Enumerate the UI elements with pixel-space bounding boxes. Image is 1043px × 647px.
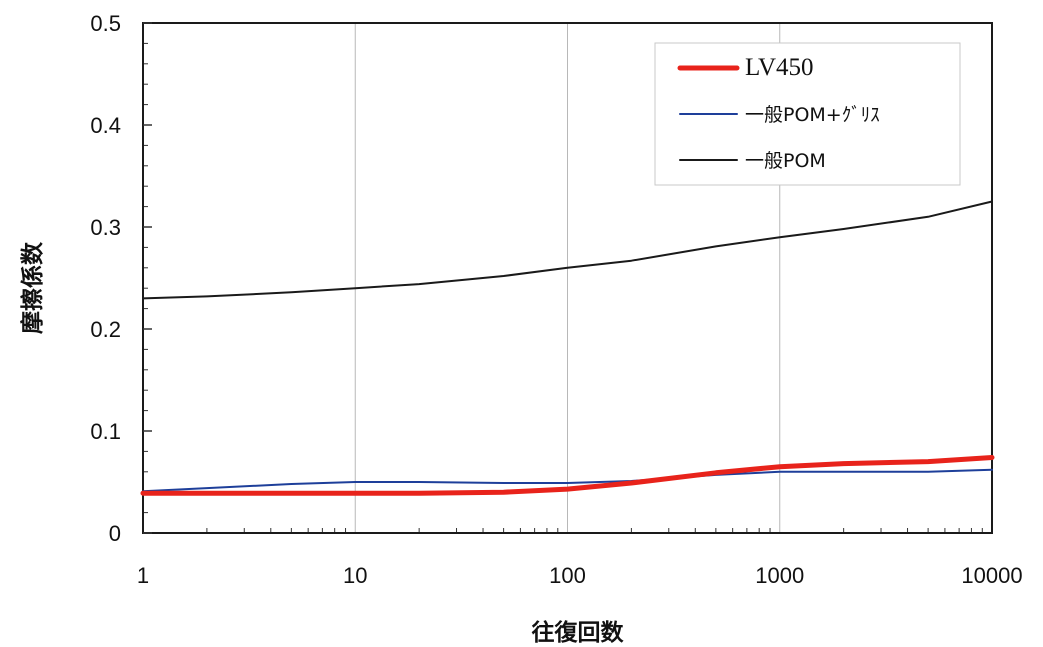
x-axis-ticks: 1 10 100 1000 10000	[137, 563, 1023, 588]
y-tick-label: 0.1	[90, 419, 121, 444]
y-tick-label: 0.2	[90, 317, 121, 342]
legend-items: LV450 一般POM+ｸﾞﾘｽ 一般POM	[677, 54, 880, 172]
x-tick-label: 1000	[755, 563, 804, 588]
x-tick-label: 10	[343, 563, 367, 588]
legend-label-2: 一般POM	[745, 150, 826, 172]
legend-label-0: LV450	[745, 54, 814, 81]
x-tick-label: 1	[137, 563, 149, 588]
y-axis-ticks: 0 0.1 0.2 0.3 0.4 0.5	[90, 11, 152, 546]
y-tick-label: 0.4	[90, 113, 121, 138]
y-axis-label: 摩擦係数	[19, 241, 46, 334]
x-tick-label: 10000	[961, 563, 1022, 588]
y-tick-label: 0.3	[90, 215, 121, 240]
legend-label-1: 一般POM+ｸﾞﾘｽ	[745, 104, 880, 126]
series-lines	[140, 200, 995, 496]
series-line-2	[142, 200, 993, 300]
plot-area-frame	[142, 22, 993, 534]
y-tick-label: 0	[109, 521, 121, 546]
x-tick-label: 100	[549, 563, 586, 588]
legend: LV450 一般POM+ｸﾞﾘｽ 一般POM	[654, 42, 961, 186]
y-tick-label: 0.5	[90, 11, 121, 36]
series-line-1	[142, 468, 993, 493]
x-axis-label: 往復回数	[532, 619, 625, 646]
series-line-0	[140, 455, 995, 496]
